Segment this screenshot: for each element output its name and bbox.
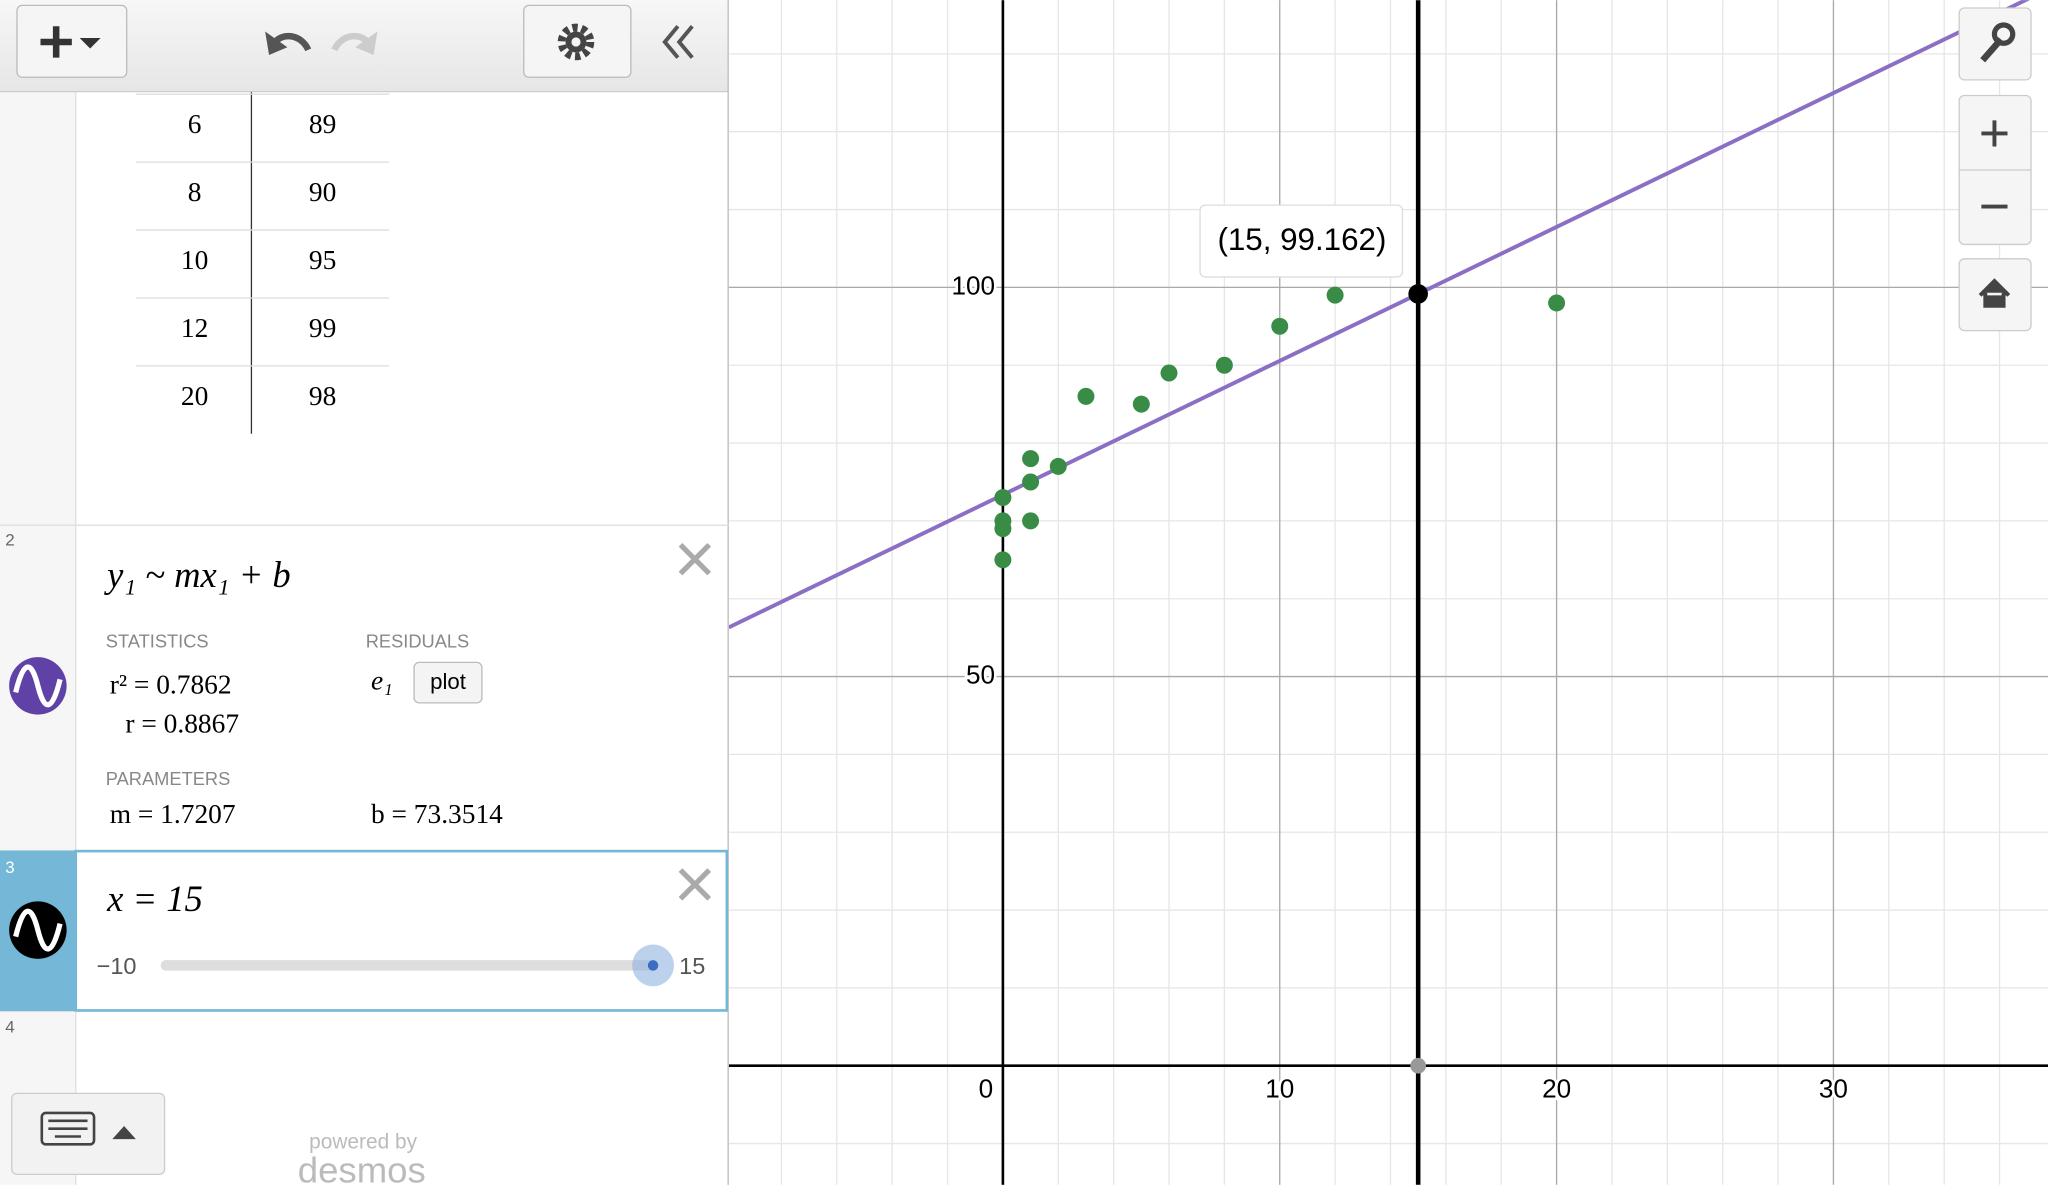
residual-variable: e₁ [371, 666, 393, 696]
data-point [1326, 286, 1344, 304]
r-squared: r² = 0.7862 [110, 669, 232, 699]
powered-by: powered by [309, 1131, 417, 1154]
x-tick-label: 0 [979, 1073, 994, 1103]
table: 6 89 8 90 10 95 12 99 20 98 [135, 91, 390, 434]
data-point [1022, 450, 1040, 468]
settings-button[interactable] [523, 4, 632, 78]
data-point [1077, 387, 1095, 405]
data-point [1132, 395, 1150, 413]
data-point [1548, 294, 1566, 312]
intersection-point [1408, 284, 1428, 304]
point-label-box [1199, 204, 1404, 278]
slider-min: −10 [97, 953, 137, 979]
redo-button[interactable] [331, 31, 378, 56]
expression-index: 3 [5, 858, 14, 877]
table-cell: 20 [181, 381, 208, 411]
slider-max: 15 [679, 953, 705, 979]
collapse-button[interactable] [662, 25, 694, 59]
regression-line [728, 0, 2030, 630]
residuals-heading: RESIDUALS [366, 631, 470, 652]
data-point [994, 551, 1012, 569]
table-cell: 8 [188, 177, 202, 207]
data-point [1215, 356, 1233, 374]
data-point [1022, 473, 1040, 491]
expression-icon[interactable] [9, 657, 67, 715]
undo-button[interactable] [265, 31, 312, 56]
table-cell: 12 [181, 313, 208, 343]
parameter-m: m = 1.7207 [110, 799, 236, 829]
slider[interactable]: −10 15 [97, 944, 706, 987]
table-cell: 10 [181, 245, 208, 275]
table-cell: 89 [309, 109, 336, 139]
panel-bg [0, 0, 729, 1185]
selected-outline [74, 849, 729, 1012]
table-cell: 90 [309, 177, 336, 207]
plot-button-label[interactable]: plot [430, 669, 466, 694]
zoom-controls[interactable] [1958, 94, 2032, 246]
statistics-heading: STATISTICS [106, 631, 209, 652]
delete-button[interactable] [678, 542, 712, 576]
delete-button[interactable] [678, 868, 712, 901]
x-tick-label: 20 [1542, 1073, 1571, 1103]
brand: desmos [298, 1150, 426, 1185]
expression-latex[interactable]: y₁ ~ mx₁ + b [103, 554, 291, 595]
graph-settings-button[interactable] [1958, 7, 2032, 81]
table-cell: 6 [188, 109, 202, 139]
x-tick-label: 10 [1265, 1073, 1294, 1103]
y-tick-label: 50 [966, 659, 995, 689]
data-point [1049, 457, 1067, 475]
add-button[interactable] [16, 4, 128, 78]
expression-latex[interactable]: x = 15 [106, 878, 203, 919]
graph-area[interactable]: 0 10 20 30 50 100 (15, 99.162) [728, 0, 2048, 1185]
home-button[interactable] [1958, 258, 2032, 332]
plot-button[interactable] [413, 661, 483, 704]
data-point [994, 489, 1012, 507]
expression-index: 2 [5, 530, 14, 549]
expression-panel: 6 89 8 90 10 95 12 99 20 98 2 y₁ ~ mx₁ + b STATIS… [0, 0, 729, 1185]
table-cell: 95 [309, 245, 336, 275]
r-value: r = 0.8867 [125, 709, 239, 739]
parameters-heading: PARAMETERS [106, 768, 230, 789]
parameter-b: b = 73.3514 [371, 799, 503, 829]
data-point [1271, 317, 1289, 335]
data-point [1022, 512, 1040, 530]
keyboard-button[interactable] [11, 1092, 166, 1176]
data-point [1160, 364, 1178, 382]
x-tick-label: 30 [1819, 1073, 1848, 1103]
slider-handle [647, 960, 659, 971]
table-cell: 99 [309, 313, 336, 343]
y-tick-label: 100 [951, 270, 995, 300]
point-label: (15, 99.162) [1217, 222, 1386, 257]
axis-intersection [1410, 1057, 1427, 1074]
table-cell: 98 [309, 381, 336, 411]
data-point [994, 512, 1012, 530]
expression-index: 4 [5, 1018, 14, 1037]
expression-icon[interactable] [9, 901, 67, 959]
